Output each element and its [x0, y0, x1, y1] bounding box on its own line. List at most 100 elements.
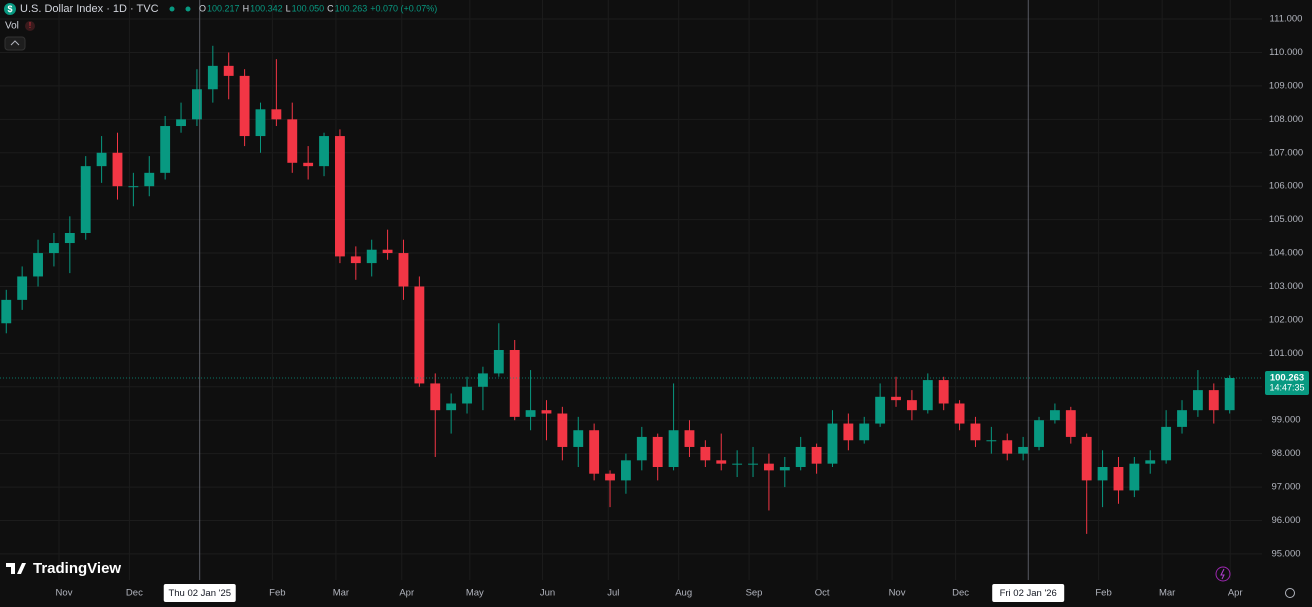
logo: TradingView	[6, 560, 121, 577]
logo-mark	[6, 563, 26, 574]
candle-body	[891, 396, 901, 401]
candle-body	[1002, 440, 1013, 454]
candle-body	[1177, 410, 1187, 427]
lightning-button[interactable]	[1215, 566, 1231, 582]
ohlc-key: H	[243, 3, 250, 13]
ohlc-value: 100.342	[250, 3, 283, 13]
x-tick-label: Oct	[815, 588, 830, 599]
y-tick-label: 96.000	[1271, 515, 1300, 526]
candle-body	[859, 423, 870, 441]
crosshair-label-box	[163, 584, 236, 602]
lightning-glyph	[1220, 568, 1225, 580]
x-tick-label: Apr	[1228, 588, 1243, 599]
candle-body	[509, 350, 520, 417]
change-value: +0.070 (+0.07%)	[370, 3, 437, 13]
candle-body	[1161, 426, 1172, 461]
y-tick-label: 109.000	[1269, 80, 1303, 91]
candle-body	[954, 403, 965, 424]
candle-body	[811, 446, 822, 464]
crosshair-label-box	[992, 584, 1065, 602]
candle-body	[732, 463, 743, 465]
x-tick-label: Aug	[675, 588, 692, 599]
candle-body	[49, 243, 59, 254]
candle-body	[239, 75, 250, 137]
candle-body	[1113, 467, 1124, 491]
candle-body	[398, 253, 409, 287]
symbol-icon-glyph: $	[7, 4, 12, 14]
y-tick-label: 106.000	[1269, 181, 1303, 192]
ohlc-value: 100.217	[207, 3, 240, 13]
candle-body	[1192, 390, 1203, 411]
x-tick-label: Jun	[540, 588, 555, 599]
candle-body	[128, 186, 139, 188]
candle-body	[366, 249, 377, 264]
candle-body	[255, 109, 266, 137]
candle-body	[462, 386, 472, 404]
candle-body	[986, 440, 997, 442]
y-tick-label: 110.000	[1269, 47, 1303, 58]
crosshair-label: Fri 02 Jan '26	[1000, 588, 1057, 599]
candle-body	[557, 413, 568, 447]
candle-body	[414, 286, 425, 384]
candle-body	[1, 299, 12, 324]
candle-body	[96, 152, 107, 167]
candle-body	[716, 460, 727, 464]
x-tick-label: Feb	[269, 588, 285, 599]
candle-body	[605, 473, 615, 481]
candle-body	[144, 172, 155, 187]
ohlc-key: C	[327, 3, 334, 13]
candle-body	[573, 430, 584, 447]
candle-body	[160, 126, 171, 173]
candle-body	[430, 383, 441, 411]
candle-body	[748, 463, 758, 465]
candle-body	[1129, 463, 1140, 491]
candle-body	[17, 276, 28, 300]
x-tick-label: May	[466, 588, 484, 599]
x-tick-label: Mar	[333, 588, 349, 599]
symbol-icon	[4, 3, 16, 15]
candle-body	[1049, 410, 1060, 421]
x-tick-label: Dec	[126, 588, 143, 599]
candle-body	[319, 136, 329, 167]
candle-body	[827, 423, 838, 464]
candle-body	[1081, 436, 1092, 481]
candle-body	[223, 65, 234, 76]
y-tick-label: 105.000	[1269, 214, 1303, 225]
candle-body	[477, 373, 488, 387]
candle-body	[589, 430, 600, 474]
y-tick-label: 95.000	[1271, 548, 1300, 559]
candle-body	[192, 89, 202, 120]
ohlc-value: 100.263	[335, 3, 368, 13]
candle-body	[875, 396, 886, 424]
candle-body	[620, 460, 631, 481]
candle-body	[1097, 467, 1108, 481]
last-price-label: 100.263	[1270, 373, 1304, 384]
x-tick-label: Nov	[889, 588, 906, 599]
candle-body	[779, 467, 790, 471]
candle-body	[525, 410, 536, 417]
y-tick-label: 99.000	[1271, 415, 1300, 426]
candle-body	[668, 430, 679, 468]
countdown-label: 14:47:35	[1269, 382, 1304, 392]
ohlc-value: 100.050	[292, 3, 325, 13]
collapse-button[interactable]	[4, 36, 26, 51]
candle-body	[906, 400, 917, 411]
y-tick-label: 102.000	[1269, 314, 1303, 325]
settings-button[interactable]	[1285, 588, 1295, 598]
x-tick-label: Nov	[56, 588, 73, 599]
y-tick-label: 107.000	[1269, 147, 1303, 158]
candle-body	[350, 256, 361, 264]
candle-body	[843, 423, 854, 441]
candle-body	[176, 119, 186, 127]
candle-body	[763, 463, 774, 471]
candle-body	[922, 380, 933, 411]
candle-body	[1145, 460, 1156, 464]
y-tick-label: 108.000	[1269, 114, 1303, 125]
candle-body	[303, 162, 314, 167]
x-tick-label: Apr	[399, 588, 414, 599]
indicator-label[interactable]: Vol	[5, 21, 19, 32]
y-tick-label: 97.000	[1271, 482, 1300, 493]
candle-body	[1018, 446, 1029, 454]
